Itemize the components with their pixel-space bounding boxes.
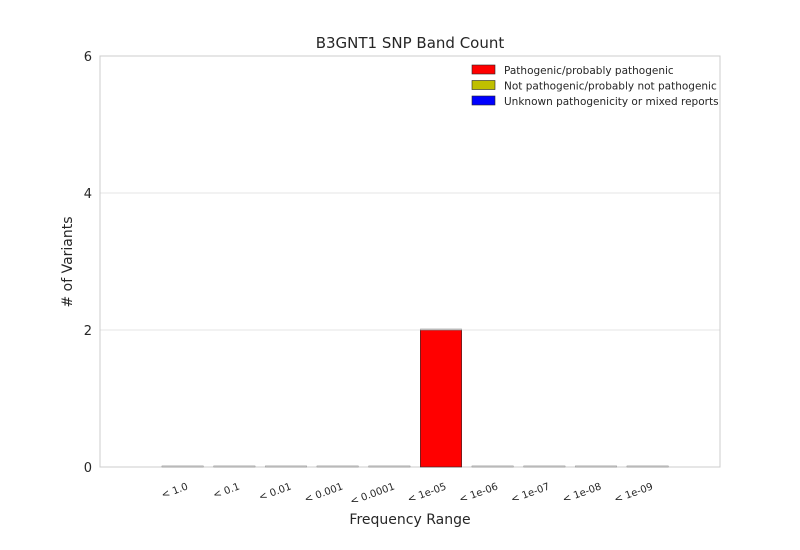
legend-swatch-3 (471, 95, 496, 106)
gridlines (100, 192, 720, 331)
y-axis-label: # of Variants (60, 216, 76, 307)
legend-swatch-2 (471, 80, 496, 90)
legend-label-3: Unknown pathogenicity or mixed reports (504, 96, 719, 108)
x-axis-label: Frequency Range (349, 512, 470, 528)
legend-label-2: Not pathogenic/probably not pathogenic (504, 81, 717, 93)
chart-title: B3GNT1 SNP Band Count (316, 34, 505, 52)
y-tick-label: 2 (84, 324, 92, 339)
bar-8-series-3 (523, 465, 566, 468)
legend-label-1: Pathogenic/probably pathogenic (504, 65, 674, 77)
y-tick-label: 0 (84, 461, 92, 476)
bar-5-series-3 (368, 465, 411, 468)
y-tick-labels: 0 2 4 6 (84, 50, 92, 476)
legend: Pathogenic/probably pathogenic Not pathog… (471, 64, 719, 108)
bar-10-series-3 (626, 465, 669, 468)
bars (161, 328, 669, 468)
bar-6-series-1 (420, 329, 462, 468)
legend-swatch-1 (471, 64, 496, 75)
y-tick-label: 4 (84, 187, 92, 202)
bar-4-series-3 (316, 465, 359, 468)
y-tick-label: 6 (84, 50, 92, 65)
bar-1-series-3 (161, 465, 204, 468)
bar-6-series-3 (420, 328, 462, 331)
bar-7-series-3 (471, 465, 514, 468)
bar-9-series-3 (575, 465, 617, 468)
bar-3-series-3 (265, 465, 307, 468)
bar-2-series-3 (213, 465, 256, 468)
